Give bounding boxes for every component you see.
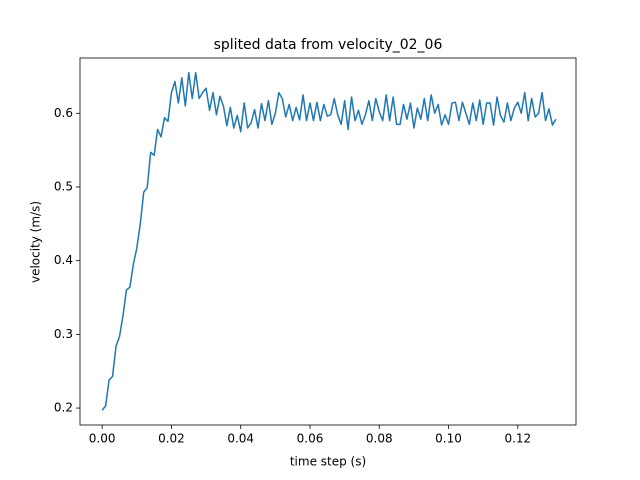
y-tick-label: 0.5 bbox=[54, 179, 73, 193]
x-tick-label: 0.04 bbox=[227, 432, 254, 446]
x-axis-label: time step (s) bbox=[290, 455, 366, 469]
chart-title: splited data from velocity_02_06 bbox=[214, 37, 443, 53]
data-line bbox=[101, 71, 557, 411]
x-tick-label: 0.06 bbox=[297, 432, 324, 446]
y-tick-label: 0.3 bbox=[54, 327, 73, 341]
x-tick-label: 0.12 bbox=[504, 432, 531, 446]
y-tick-label: 0.4 bbox=[54, 253, 73, 267]
x-tick-label: 0.10 bbox=[435, 432, 462, 446]
x-tick-label: 0.02 bbox=[158, 432, 185, 446]
x-tick-label: 0.08 bbox=[366, 432, 393, 446]
axes-frame bbox=[79, 57, 577, 426]
y-tick-label: 0.2 bbox=[54, 401, 73, 415]
y-tick-label: 0.6 bbox=[54, 106, 73, 120]
x-tick-label: 0.00 bbox=[89, 432, 116, 446]
y-axis-label: velocity (m/s) bbox=[29, 201, 43, 283]
